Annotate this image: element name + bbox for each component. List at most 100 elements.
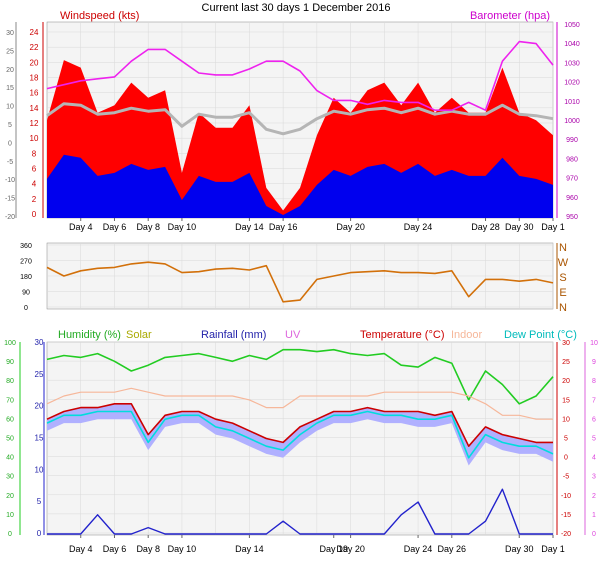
windspeed-average-area: [47, 154, 553, 218]
y-direction-tick-label: 180: [20, 274, 32, 281]
y-uv-tick-label: 0: [592, 531, 596, 538]
compass-label: E: [559, 287, 566, 299]
y-windspeed-tick-label: 6: [32, 165, 37, 174]
y-rainfall-tick-label: 0: [37, 529, 42, 538]
y-outer-tick-label: 15: [6, 85, 14, 92]
x-tick-label: Day 4: [69, 544, 93, 554]
humidity-line: [46, 348, 554, 405]
dewpoint-label: Dew Point (°C): [504, 329, 577, 341]
y-temperature-tick-label: -10: [561, 493, 571, 500]
y-windspeed-tick-label: 0: [32, 210, 37, 219]
y-uv-tick-label: 1: [592, 512, 596, 519]
y-humidity-tick-label: 40: [6, 455, 14, 462]
y-uv-tick-label: 3: [592, 474, 596, 481]
x-tick-label: Day 8: [136, 544, 160, 554]
y-outer-tick-label: -5: [7, 159, 13, 166]
x-tick-label: Day 26: [438, 544, 467, 554]
compass-label: W: [558, 257, 569, 269]
y-humidity-tick-label: 80: [6, 378, 14, 385]
rainfall-label: Rainfall (mm): [201, 329, 266, 341]
y-humidity-tick-label: 10: [6, 512, 14, 519]
y-outer-tick-label: 20: [6, 67, 14, 74]
y-outer-tick-label: -15: [5, 196, 15, 203]
y-temperature-tick-label: -20: [561, 531, 571, 538]
y-rainfall-tick-label: 5: [37, 497, 42, 506]
compass-label: N: [559, 302, 567, 314]
y-outer-tick-label: 10: [6, 104, 14, 111]
y-humidity-tick-label: 60: [6, 416, 14, 423]
humidity-label: Humidity (%): [58, 329, 121, 341]
y-barometer-tick-label: 950: [566, 214, 578, 221]
y-temperature-tick-label: -5: [563, 474, 569, 481]
y-humidity-tick-label: 0: [8, 531, 12, 538]
compass-label: N: [559, 242, 567, 254]
uv-label: UV: [285, 329, 301, 341]
y-outer-tick-label: -20: [5, 214, 15, 221]
x-tick-label: Day 19: [319, 544, 348, 554]
y-windspeed-tick-label: 10: [30, 134, 39, 143]
y-barometer-tick-label: 960: [566, 195, 578, 202]
indoor-label: Indoor: [451, 329, 483, 341]
y-direction-tick-label: 270: [20, 259, 32, 266]
chart-marks: [46, 40, 554, 535]
compass-label: S: [559, 272, 566, 284]
y-barometer-tick-label: 1000: [564, 118, 580, 125]
y-windspeed-tick-label: 20: [30, 58, 39, 67]
y-windspeed-tick-label: 24: [30, 28, 39, 37]
x-tick-label: Day 24: [404, 544, 433, 554]
wind-direction-line: [46, 261, 554, 303]
y-outer-tick-label: -10: [5, 177, 15, 184]
x-tick-label: Day 4: [69, 222, 93, 232]
y-windspeed-tick-label: 12: [30, 119, 39, 128]
x-tick-label: Day 6: [103, 544, 127, 554]
y-humidity-tick-label: 50: [6, 436, 14, 443]
barometer-label: Barometer (hpa): [470, 10, 550, 22]
y-direction-tick-label: 90: [22, 290, 30, 297]
y-humidity-tick-label: 100: [4, 340, 16, 347]
chart-title: Current last 30 days 1 December 2016: [202, 2, 391, 14]
indoor-temperature-line: [46, 387, 553, 420]
y-windspeed-tick-label: 22: [30, 43, 39, 52]
x-tick-label: Day 14: [235, 544, 264, 554]
y-rainfall-tick-label: 30: [35, 338, 44, 347]
x-tick-label: Day 8: [136, 222, 160, 232]
axis-ticks: Day 4 Day 6 Day 8 Day 10 Day 14 Day 16 Day 20 D…: [4, 22, 598, 554]
y-outer-tick-label: 30: [6, 30, 14, 37]
barometer-line: [46, 40, 554, 111]
x-tick-label: Day 10: [168, 544, 197, 554]
y-temperature-tick-label: 5: [564, 436, 568, 443]
x-tick-label: Day 20: [336, 222, 365, 232]
y-barometer-tick-label: 1030: [564, 60, 580, 67]
y-barometer-tick-label: 1040: [564, 41, 580, 48]
y-barometer-tick-label: 1050: [564, 22, 580, 29]
x-tick-label: Day 6: [103, 222, 127, 232]
x-tick-label: Day 10: [168, 222, 197, 232]
y-temperature-tick-label: 0: [564, 455, 568, 462]
y-barometer-tick-label: 990: [566, 137, 578, 144]
y-humidity-tick-label: 70: [6, 397, 14, 404]
y-humidity-tick-label: 30: [6, 474, 14, 481]
dewpoint-line: [46, 410, 554, 459]
y-humidity-tick-label: 20: [6, 493, 14, 500]
y-windspeed-tick-label: 14: [30, 104, 39, 113]
y-windspeed-tick-label: 18: [30, 74, 39, 83]
y-barometer-tick-label: 980: [566, 156, 578, 163]
x-tick-label: Day 20: [336, 544, 365, 554]
y-windspeed-tick-label: 2: [32, 195, 37, 204]
y-uv-tick-label: 7: [592, 397, 596, 404]
x-tick-label: Day 28: [471, 222, 500, 232]
y-uv-tick-label: 2: [592, 493, 596, 500]
solar-label: Solar: [126, 329, 152, 341]
y-rainfall-tick-label: 15: [35, 434, 44, 443]
x-tick-label: Day 30: [505, 544, 534, 554]
y-uv-tick-label: 6: [592, 416, 596, 423]
temperature-line: [46, 402, 553, 448]
y-outer-tick-label: 25: [6, 48, 14, 55]
y-barometer-tick-label: 1020: [564, 80, 580, 87]
y-temperature-tick-label: 10: [562, 416, 570, 423]
y-uv-tick-label: 5: [592, 436, 596, 443]
y-uv-tick-label: 4: [592, 455, 596, 462]
temperature-label: Temperature (°C): [360, 329, 444, 341]
x-tick-label: Day 14: [235, 222, 264, 232]
y-windspeed-tick-label: 4: [32, 180, 37, 189]
